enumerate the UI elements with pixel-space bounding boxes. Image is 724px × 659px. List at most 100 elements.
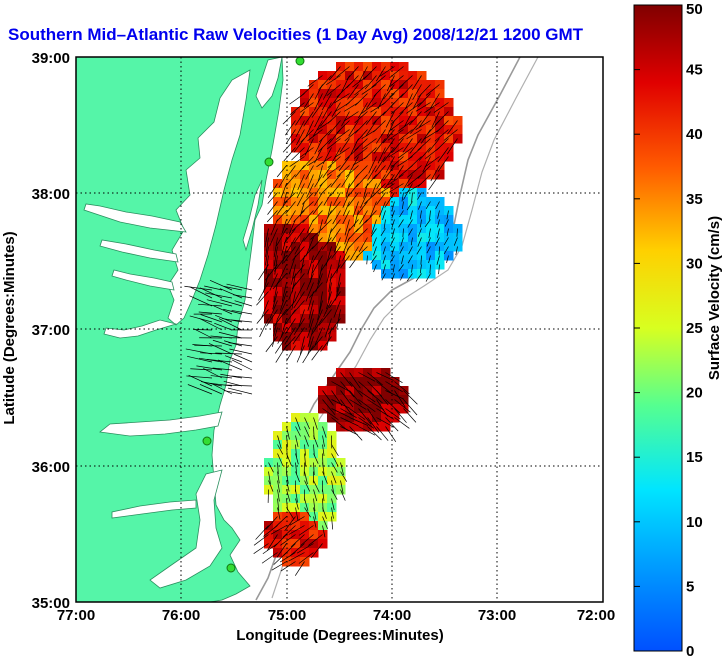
velocity-arrow <box>383 219 386 230</box>
velocity-cell <box>408 71 418 81</box>
velocity-arrow <box>307 318 314 338</box>
velocity-arrow <box>342 237 350 254</box>
velocity-arrow <box>349 408 366 420</box>
velocity-cell <box>318 278 328 288</box>
velocity-arrow <box>406 102 422 114</box>
velocity-arrow <box>345 183 350 198</box>
velocity-cell <box>327 116 337 126</box>
velocity-arrow <box>397 156 413 167</box>
velocity-arrow <box>429 264 431 274</box>
velocity-arrow <box>428 228 431 238</box>
velocity-arrow <box>354 111 368 124</box>
velocity-arrow <box>437 228 440 238</box>
velocity-arrow <box>362 138 377 150</box>
velocity-arrow <box>322 102 332 119</box>
velocity-arrow <box>272 273 287 290</box>
velocity-arrow <box>348 174 359 189</box>
velocity-arrow <box>344 129 359 142</box>
velocity-cell <box>336 80 346 90</box>
velocity-arrow <box>361 129 377 140</box>
velocity-arrow <box>398 264 404 272</box>
velocity-arrow <box>307 327 314 348</box>
velocity-arrow <box>327 201 332 219</box>
colorbar-tick-label: 15 <box>686 449 703 466</box>
velocity-arrow <box>274 255 278 275</box>
velocity-arrow <box>296 543 314 554</box>
velocity-arrow <box>334 147 350 158</box>
velocity-arrow <box>322 84 332 100</box>
velocity-arrow <box>384 192 395 208</box>
velocity-arrow <box>268 480 274 492</box>
velocity-arrow <box>208 343 233 355</box>
velocity-arrow <box>211 383 233 395</box>
velocity-arrow <box>340 381 355 398</box>
velocity-arrow <box>200 314 223 323</box>
velocity-arrow <box>261 300 269 318</box>
velocity-cell <box>453 125 463 135</box>
velocity-arrow <box>406 129 422 140</box>
velocity-cell <box>372 107 382 117</box>
velocity-arrow <box>295 471 300 483</box>
velocity-arrow <box>392 264 395 273</box>
velocity-arrow <box>335 129 350 140</box>
velocity-arrow <box>418 147 431 161</box>
colorbar-tick-label: 35 <box>686 191 703 208</box>
velocity-arrow <box>270 219 278 236</box>
velocity-cell <box>417 161 427 171</box>
velocity-arrow <box>325 75 341 86</box>
velocity-arrow <box>258 264 269 281</box>
radar-site-marker <box>264 157 274 167</box>
velocity-arrow <box>402 174 413 191</box>
velocity-cell <box>354 161 364 171</box>
velocity-cell <box>363 224 373 234</box>
velocity-arrow <box>293 138 305 153</box>
velocity-arrow <box>342 210 350 225</box>
velocity-cell <box>336 197 346 207</box>
velocity-arrow <box>313 417 318 430</box>
velocity-arrow <box>312 201 323 215</box>
velocity-arrow <box>293 228 305 244</box>
velocity-arrow <box>349 246 359 261</box>
velocity-arrow <box>344 219 350 236</box>
velocity-cell <box>264 521 274 531</box>
velocity-arrow <box>307 156 323 167</box>
velocity-arrow <box>269 273 278 291</box>
velocity-arrow <box>223 286 243 291</box>
velocity-arrow <box>373 165 386 180</box>
velocity-arrow <box>312 246 323 264</box>
velocity-arrow <box>389 84 404 98</box>
velocity-arrow <box>314 183 323 197</box>
velocity-arrow <box>388 120 404 132</box>
velocity-arrow <box>418 201 422 210</box>
colorbar-tick-label: 50 <box>686 1 703 18</box>
velocity-arrow <box>348 219 359 232</box>
velocity-arrow <box>287 210 296 225</box>
velocity-arrow <box>349 417 369 426</box>
velocity-arrow <box>311 237 323 250</box>
velocity-cell <box>291 170 301 180</box>
velocity-arrow <box>220 373 243 379</box>
velocity-arrow <box>398 219 404 228</box>
velocity-arrow <box>284 516 296 532</box>
velocity-arrow <box>286 237 296 254</box>
velocity-arrow <box>355 219 368 233</box>
velocity-arrow <box>364 192 377 205</box>
velocity-arrow <box>314 84 323 100</box>
velocity-arrow <box>330 174 341 188</box>
velocity-arrow <box>431 111 440 128</box>
velocity-arrow <box>291 300 305 316</box>
velocity-arrow <box>212 339 233 347</box>
velocity-arrow <box>354 84 368 96</box>
velocity-arrow <box>401 201 404 210</box>
velocity-arrow <box>420 255 422 265</box>
velocity-arrow <box>298 552 314 564</box>
velocity-arrow <box>340 255 350 269</box>
velocity-arrow <box>430 93 440 109</box>
velocity-arrow <box>304 417 310 430</box>
velocity-arrow <box>314 192 323 206</box>
velocity-arrow <box>437 219 440 228</box>
velocity-arrow <box>345 165 359 178</box>
velocity-arrow <box>285 174 296 187</box>
velocity-cell <box>291 143 301 153</box>
